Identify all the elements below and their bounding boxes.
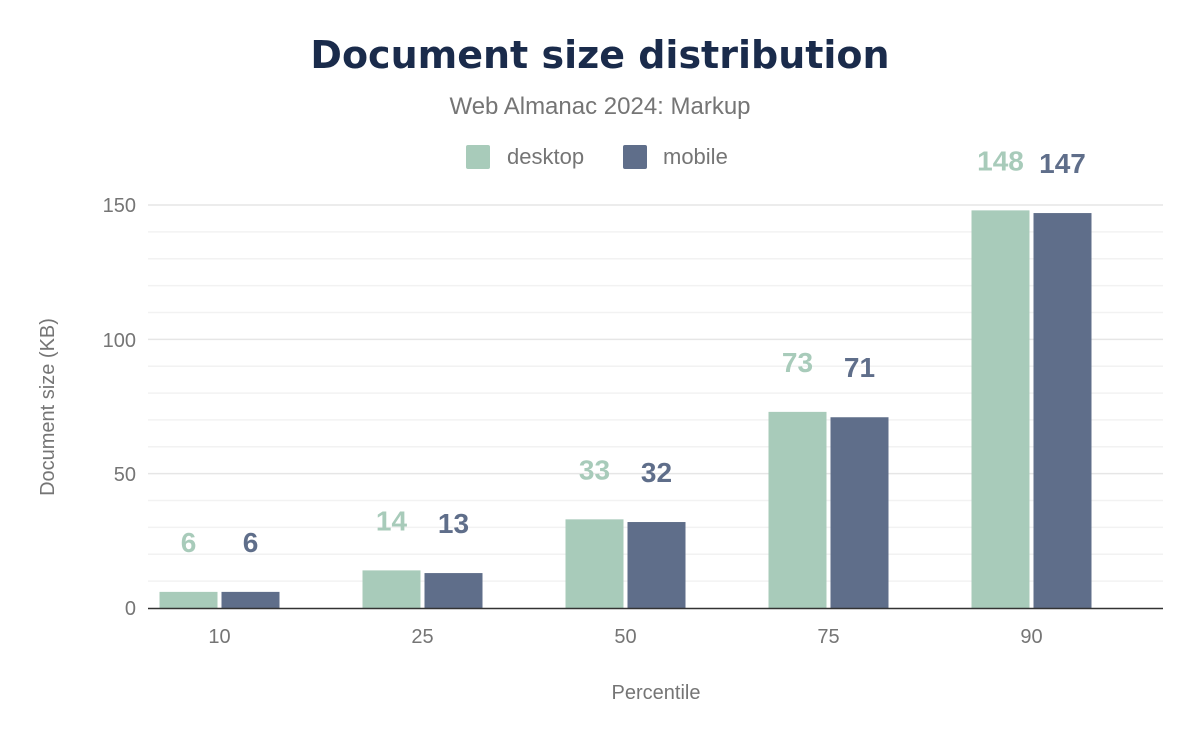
y-axis-label: Document size (KB) — [37, 318, 59, 496]
y-axis-ticks: 0 50 100 150 — [103, 195, 136, 620]
chart-title: Document size distribution — [310, 33, 889, 77]
data-label-desktop: 148 — [977, 145, 1024, 176]
legend-swatch-desktop — [466, 145, 490, 169]
bar-mobile — [221, 591, 280, 608]
data-label-desktop: 73 — [782, 347, 813, 378]
x-tick-label: 90 — [1020, 626, 1042, 648]
y-tick-label: 50 — [114, 464, 136, 486]
bar-desktop — [362, 570, 421, 608]
data-label-mobile: 6 — [243, 527, 259, 558]
bar-desktop — [768, 411, 827, 608]
bar-mobile — [830, 417, 889, 608]
x-tick-label: 25 — [411, 626, 433, 648]
x-tick-label: 10 — [208, 626, 230, 648]
chart-subtitle: Web Almanac 2024: Markup — [449, 93, 750, 120]
bars: 6 6 14 13 33 32 73 71 148 147 — [159, 145, 1092, 608]
legend: desktop mobile — [466, 144, 728, 169]
legend-label-mobile: mobile — [663, 144, 728, 169]
y-tick-label: 150 — [103, 195, 136, 217]
x-axis-label: Percentile — [612, 682, 701, 704]
x-tick-label: 50 — [614, 626, 636, 648]
data-label-mobile: 13 — [438, 508, 469, 539]
bar-mobile — [627, 522, 686, 608]
legend-label-desktop: desktop — [507, 144, 584, 169]
x-axis-ticks: 10 25 50 75 90 — [208, 626, 1042, 648]
bar-mobile — [424, 573, 483, 608]
bar-mobile — [1033, 213, 1092, 608]
data-label-desktop: 14 — [376, 505, 408, 536]
bar-desktop — [159, 591, 218, 608]
data-label-desktop: 6 — [181, 527, 197, 558]
bar-desktop — [971, 210, 1030, 608]
bar-desktop — [565, 519, 624, 608]
data-label-mobile: 71 — [844, 352, 875, 383]
data-label-desktop: 33 — [579, 454, 610, 485]
y-tick-label: 100 — [103, 330, 136, 352]
legend-swatch-mobile — [623, 145, 647, 169]
y-tick-label: 0 — [125, 598, 136, 620]
data-label-mobile: 32 — [641, 457, 672, 488]
data-label-mobile: 147 — [1039, 148, 1086, 179]
x-tick-label: 75 — [817, 626, 839, 648]
